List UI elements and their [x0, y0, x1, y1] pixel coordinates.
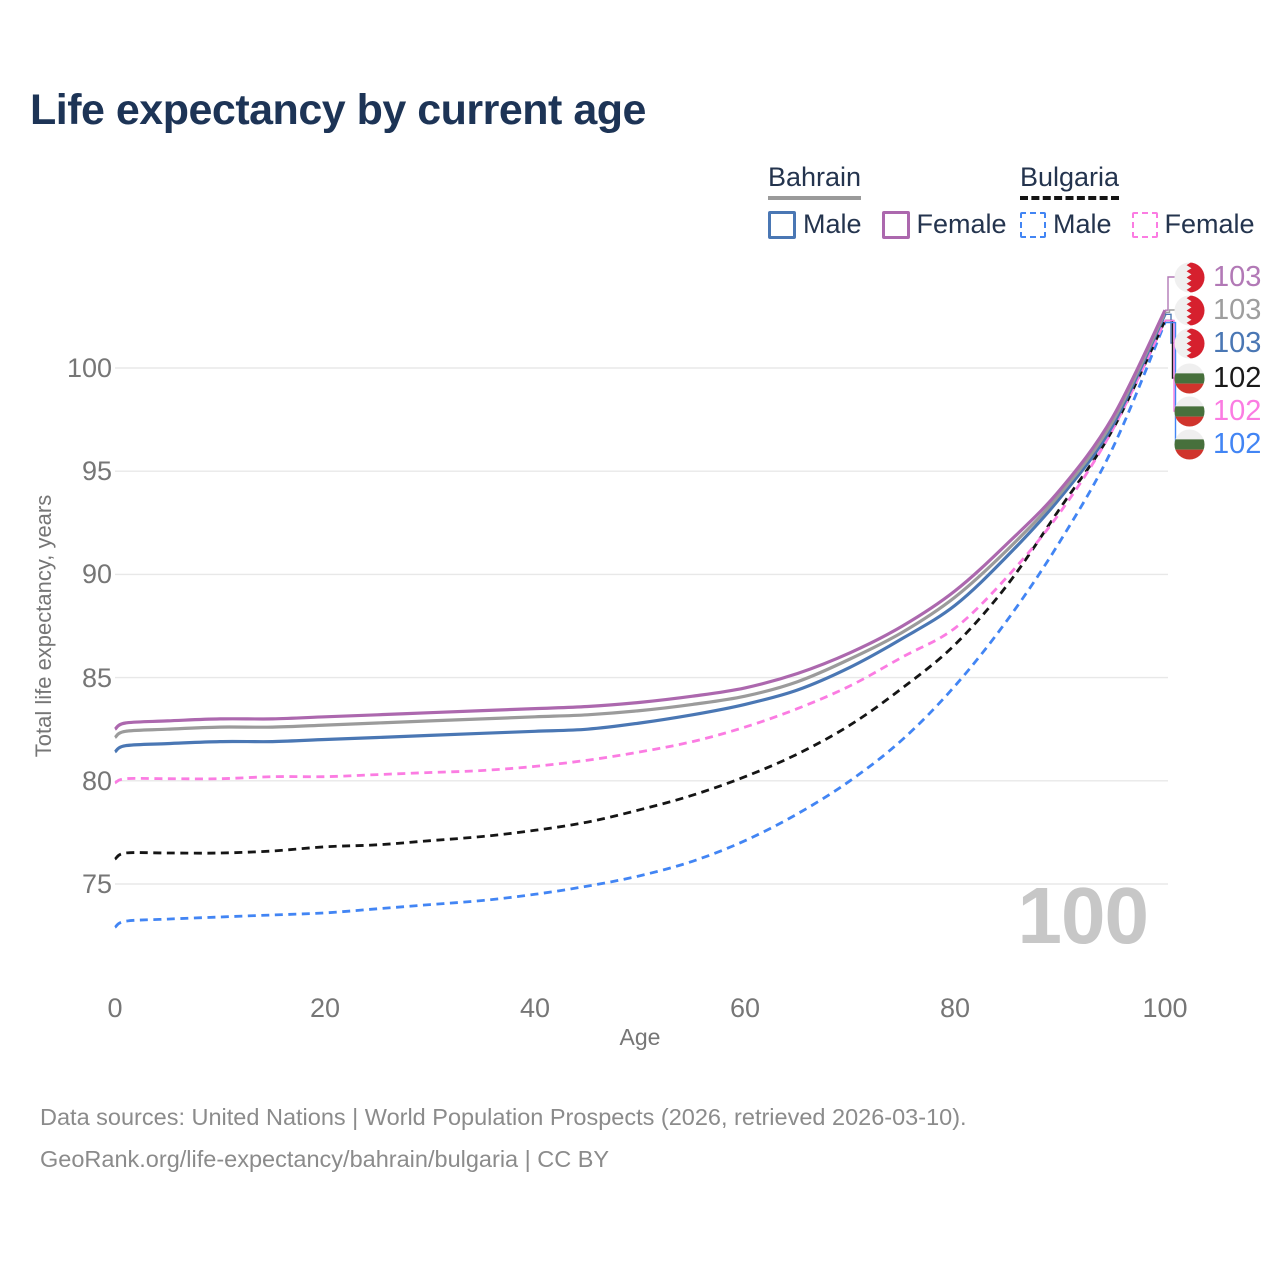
- series-line-bahrain-total: [113, 311, 1167, 739]
- legend-country-bulgaria[interactable]: Bulgaria: [1020, 162, 1120, 200]
- series-end-label-bahrain-total: 103: [1174, 294, 1261, 326]
- legend-item-bulgaria-female[interactable]: Female: [1131, 209, 1255, 240]
- y-tick-80: 80: [81, 765, 112, 796]
- bulgaria-flag-icon: [1174, 396, 1205, 427]
- series-end-label-bulgaria-female: 102: [1174, 395, 1261, 427]
- x-tick-0: 0: [107, 993, 123, 1023]
- x-tick-40: 40: [519, 993, 551, 1023]
- x-tick-60: 60: [729, 993, 761, 1023]
- legend-item-label: Male: [803, 209, 862, 239]
- bahrain-female-swatch-icon: [881, 210, 910, 239]
- legend-group-bulgaria: Bulgaria Male Female: [1020, 162, 1255, 240]
- bahrain-flag-icon: [1174, 328, 1205, 359]
- x-tick-100: 100: [1142, 993, 1188, 1023]
- series-end-label-bahrain-male: 103: [1174, 327, 1261, 359]
- series-line-bulgaria-male: [114, 322, 1167, 929]
- x-tick-20: 20: [309, 993, 341, 1023]
- legend-item-label: Female: [916, 209, 1007, 239]
- legend-item-bahrain-male[interactable]: Male: [768, 209, 862, 240]
- end-value-label: 102: [1213, 395, 1262, 427]
- x-axis-title: Age: [619, 1024, 661, 1050]
- bahrain-male-swatch-icon: [768, 210, 796, 239]
- legend-item-label: Female: [1164, 209, 1255, 239]
- bulgaria-female-swatch-icon: [1131, 211, 1158, 238]
- bulgaria-male-swatch-icon: [1020, 211, 1046, 238]
- series-line-bulgaria-female: [114, 319, 1167, 785]
- series-line-bahrain-female: [113, 309, 1167, 731]
- y-axis-title: Total life expectancy, years: [31, 494, 56, 758]
- series-line-bahrain-male: [113, 313, 1167, 754]
- x-tick-80: 80: [939, 993, 971, 1023]
- series-end-label-bahrain-female: 103: [1174, 261, 1261, 293]
- end-value-label: 102: [1213, 428, 1262, 460]
- y-tick-75: 75: [81, 869, 112, 899]
- end-value-label: 103: [1213, 294, 1262, 326]
- bahrain-flag-icon: [1174, 295, 1205, 326]
- bahrain-flag-icon: [1174, 262, 1205, 293]
- y-tick-85: 85: [81, 662, 112, 693]
- leader-line-bahrain-total: [1165, 309, 1176, 313]
- series-end-label-bulgaria-total: 102: [1174, 362, 1261, 394]
- end-value-label: 103: [1213, 261, 1262, 293]
- bulgaria-flag-icon: [1174, 363, 1205, 394]
- attribution-note: GeoRank.org/life-expectancy/bahrain/bulg…: [40, 1146, 610, 1172]
- legend-item-label: Male: [1053, 209, 1112, 239]
- end-value-label: 102: [1213, 362, 1262, 394]
- series-end-label-bulgaria-male: 102: [1174, 428, 1261, 460]
- y-tick-90: 90: [81, 559, 112, 590]
- legend-group-bahrain: Bahrain Male Female: [768, 162, 1007, 240]
- end-value-label: 103: [1213, 327, 1262, 359]
- legend-country-bahrain[interactable]: Bahrain: [768, 162, 862, 200]
- bulgaria-flag-icon: [1174, 429, 1205, 460]
- data-sources-note: Data sources: United Nations | World Pop…: [40, 1104, 967, 1130]
- page-title: Life expectancy by current age: [30, 86, 646, 134]
- age-counter-watermark: 100: [1017, 871, 1149, 960]
- y-tick-100: 100: [66, 353, 112, 383]
- y-tick-95: 95: [81, 456, 112, 487]
- legend-item-bulgaria-male[interactable]: Male: [1020, 209, 1112, 240]
- series-line-bulgaria-total: [114, 319, 1167, 861]
- legend-item-bahrain-female[interactable]: Female: [881, 209, 1007, 240]
- leader-line-bahrain-female: [1165, 276, 1176, 311]
